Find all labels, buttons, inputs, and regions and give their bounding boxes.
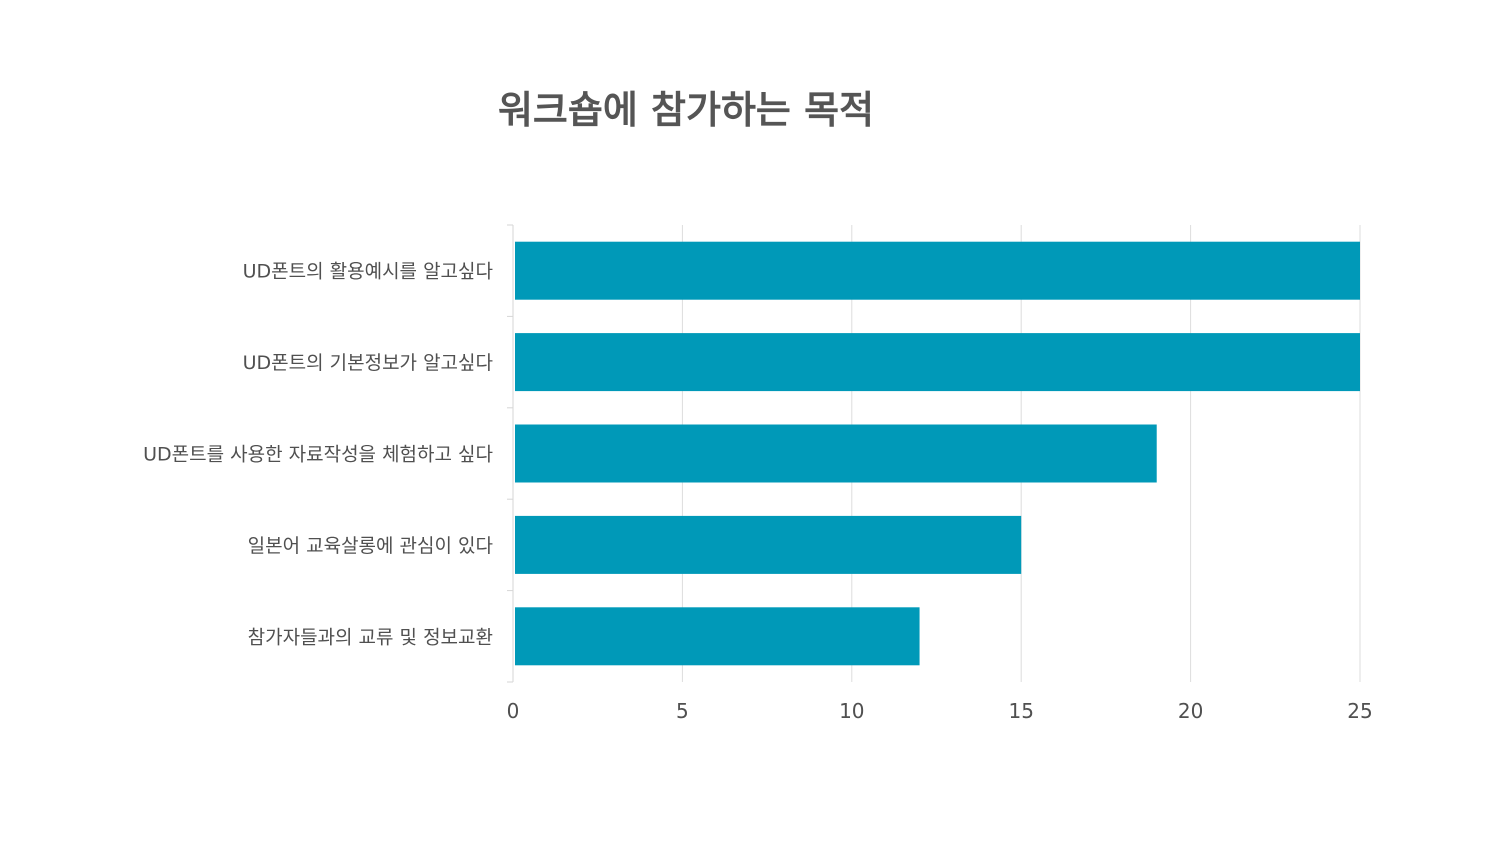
category-label: UD폰트의 기본정보가 알고싶다 (243, 352, 493, 374)
label-layer: 0 5 10 15 20 25 UD폰트의 활용예시를 알고싶다 UD폰트의 기본정보가 알고… (143, 261, 1373, 723)
x-tick-label: 15 (1008, 699, 1033, 723)
bar-layer (515, 241, 1360, 666)
category-label: 참가자들과의 교류 및 정보교환 (248, 626, 493, 648)
bar (515, 333, 1360, 392)
category-label: 일본어 교육살롱에 관심이 있다 (248, 535, 493, 557)
bar (515, 241, 1360, 300)
chart-title: 워크숍에 참가하는 목적 (498, 88, 874, 132)
x-tick-label: 20 (1178, 699, 1203, 723)
bar (515, 607, 920, 666)
bar (515, 515, 1022, 574)
category-label: UD폰트를 사용한 자료작성을 체험하고 싶다 (143, 444, 493, 466)
bar (515, 424, 1157, 483)
x-tick-label: 5 (676, 699, 689, 723)
category-label: UD폰트의 활용예시를 알고싶다 (243, 261, 493, 283)
x-tick-label: 0 (507, 699, 520, 723)
x-tick-label: 25 (1347, 699, 1372, 723)
x-tick-label: 10 (839, 699, 864, 723)
